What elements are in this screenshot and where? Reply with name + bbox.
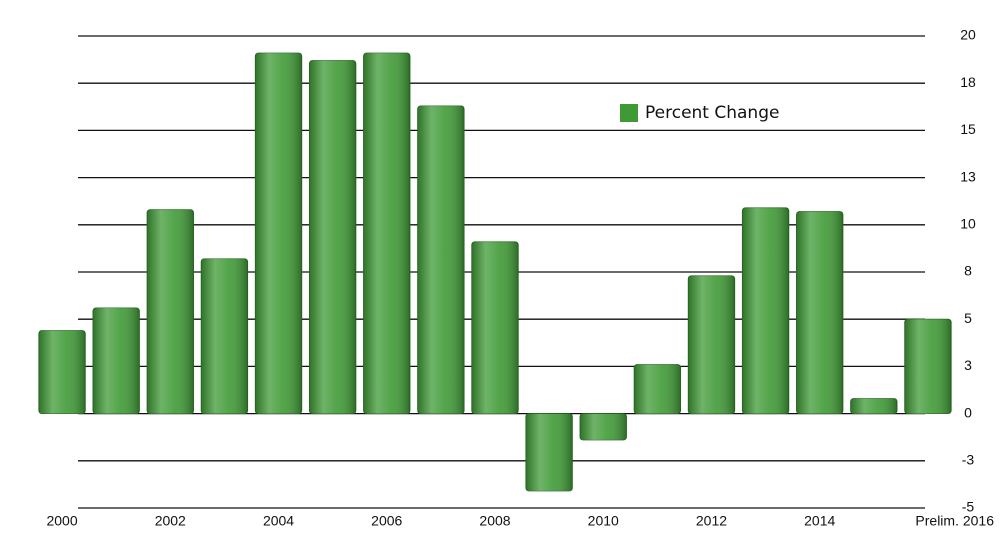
bar-shade (147, 209, 194, 414)
x-tick-label: 2002 (155, 513, 186, 529)
y-tick-label: 8 (964, 263, 972, 279)
y-tick-label: 18 (960, 74, 976, 90)
bar-shade (525, 413, 573, 492)
bar-shade (363, 52, 411, 414)
legend-label: Percent Change (645, 103, 779, 123)
x-tick-label: Prelim. 2016 (915, 513, 994, 529)
y-tick-label: -3 (962, 452, 975, 468)
x-tick-label: 2008 (479, 513, 510, 529)
bar-shade (471, 241, 519, 414)
y-tick-label: 0 (964, 404, 972, 420)
y-tick-label: 20 (960, 27, 976, 43)
x-tick-label: 2000 (46, 513, 77, 529)
y-tick-label: -5 (962, 499, 975, 515)
x-tick-label: 2004 (263, 513, 294, 529)
bar-shade (255, 52, 302, 414)
bar-shade (201, 258, 248, 414)
bar-shade (688, 275, 735, 414)
x-tick-label: 2006 (371, 513, 402, 529)
y-tick-label: 5 (964, 310, 972, 326)
legend-swatch (620, 104, 638, 122)
bar-shade (904, 319, 952, 414)
x-tick-label: 2012 (696, 513, 727, 529)
y-tick-label: 15 (960, 121, 976, 137)
bar-shade (92, 307, 140, 414)
y-tick-label: 13 (960, 168, 976, 184)
x-tick-label: 2014 (804, 513, 835, 529)
x-tick-label: 2010 (588, 513, 619, 529)
bar-shade (38, 330, 86, 414)
bar-shade (417, 105, 465, 414)
y-tick-label: 10 (960, 216, 976, 232)
bar-shade (742, 207, 789, 414)
bar-shade (850, 398, 898, 414)
y-tick-label: 3 (964, 357, 972, 373)
bar-shade (579, 413, 627, 441)
bar-shade (309, 60, 356, 414)
bar-shade (796, 211, 843, 414)
bar-shade (634, 364, 681, 414)
